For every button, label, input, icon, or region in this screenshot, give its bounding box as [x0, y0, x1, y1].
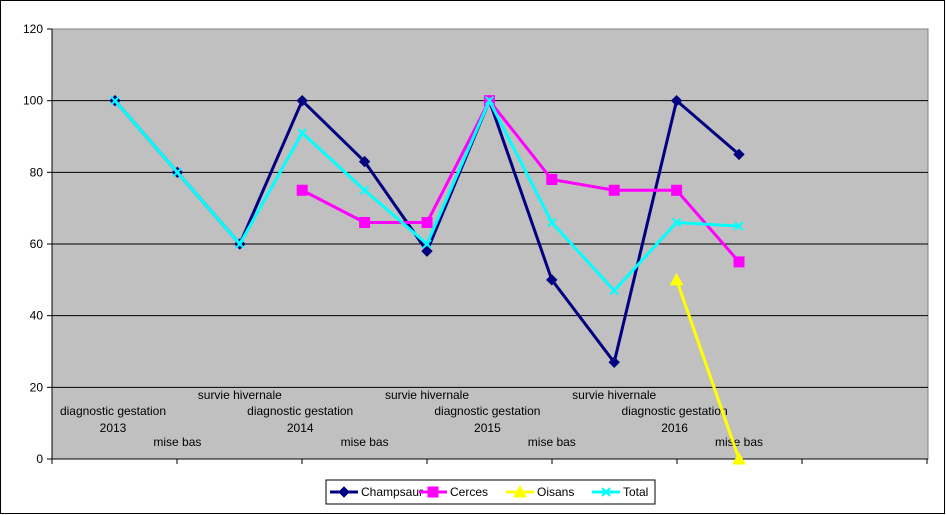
legend-label: Total	[623, 485, 648, 499]
series-line-oisans	[675, 279, 741, 460]
data-point-total	[235, 239, 245, 249]
data-point-cerces	[359, 217, 371, 228]
x-tick-label: mise bas	[341, 435, 389, 449]
y-tick-label: 40	[30, 309, 44, 323]
data-point-total	[734, 221, 744, 231]
data-point-champsaur	[733, 148, 745, 161]
data-point-champsaur	[296, 94, 308, 107]
legend-item-cerces: Cerces	[419, 485, 488, 499]
legend: Champsaur Cerces Oisans Total	[325, 479, 656, 505]
data-point-champsaur	[358, 155, 371, 168]
data-point-cerces	[546, 174, 558, 185]
legend-marker-cerces	[427, 486, 439, 498]
series-line-cerces	[301, 97, 741, 263]
data-point-total	[484, 95, 495, 106]
data-point-total	[172, 167, 183, 178]
x-tick-label: survie hivernale	[198, 388, 282, 402]
legend-label: Champsaur	[361, 485, 423, 499]
series-total	[110, 95, 744, 296]
x-tick-label: mise bas	[715, 435, 763, 449]
y-tick-label: 0	[36, 452, 43, 466]
x-tick-label: mise bas	[153, 435, 201, 449]
series-cerces	[296, 95, 745, 268]
legend-marker-champsaur	[338, 486, 350, 498]
x-tick-label: diagnostic gestation 2016	[622, 404, 728, 435]
data-point-total	[671, 217, 682, 228]
data-point-champsaur	[421, 245, 433, 257]
y-tick-label: 60	[30, 237, 44, 251]
y-tick-label: 20	[30, 380, 44, 394]
data-point-total	[422, 239, 432, 249]
series-layer	[109, 94, 746, 465]
data-point-total	[359, 185, 370, 195]
x-tick-label: diagnostic gestation 2014	[247, 404, 353, 435]
data-point-champsaur	[546, 274, 558, 286]
data-point-cerces	[608, 184, 620, 196]
data-point-cerces	[296, 184, 308, 196]
data-point-total	[609, 285, 619, 296]
x-tick-label: mise bas	[528, 435, 576, 449]
y-tick-label: 80	[30, 165, 44, 179]
data-point-champsaur	[670, 94, 683, 107]
data-point-total	[547, 217, 557, 228]
data-point-cerces	[421, 217, 433, 228]
legend-marker-oisans	[513, 484, 527, 498]
data-point-oisans	[669, 272, 684, 286]
y-tick-label: 120	[23, 22, 43, 36]
x-tick-label: survie hivernale	[385, 388, 469, 402]
data-point-cerces	[733, 256, 745, 268]
data-point-total	[297, 128, 307, 138]
y-tick-label: 100	[23, 94, 43, 108]
legend-label: Oisans	[537, 485, 574, 499]
x-tick-label: diagnostic gestation 2013	[60, 404, 166, 435]
data-point-oisans	[732, 451, 746, 465]
data-point-cerces	[671, 184, 683, 196]
legend-item-champsaur: Champsaur	[330, 485, 423, 499]
x-tick-label: diagnostic gestation 2015	[434, 404, 540, 435]
x-tick-label: survie hivernale	[572, 388, 656, 402]
legend-item-oisans: Oisans	[506, 484, 574, 499]
data-point-champsaur	[608, 356, 620, 368]
y-axis: 0 20 40 60 80 100 120	[23, 22, 53, 466]
legend-item-total: Total	[592, 485, 648, 499]
data-point-total	[110, 95, 120, 106]
series-oisans	[669, 272, 746, 465]
legend-marker-total	[601, 487, 611, 497]
legend-label: Cerces	[450, 485, 488, 499]
